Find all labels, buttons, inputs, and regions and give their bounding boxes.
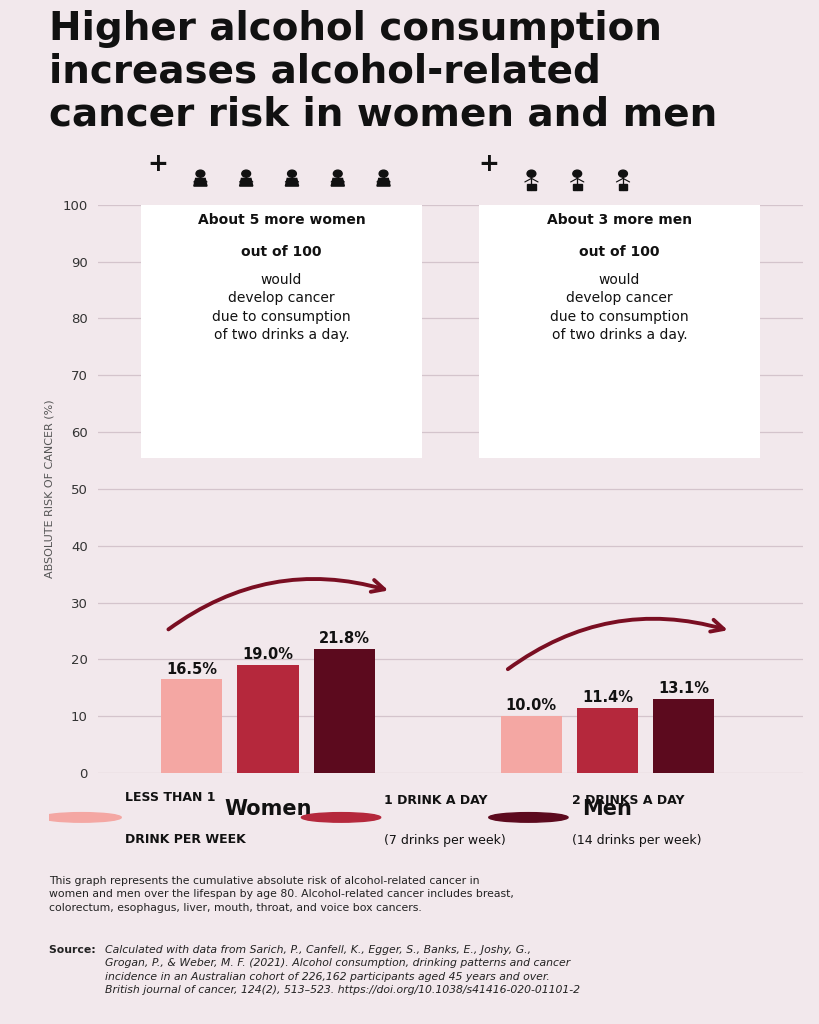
- Circle shape: [287, 170, 296, 177]
- Polygon shape: [285, 178, 299, 186]
- Text: would
develop cancer
due to consumption
of two drinks a day.: would develop cancer due to consumption …: [550, 273, 689, 342]
- Polygon shape: [618, 184, 623, 189]
- Text: 21.8%: 21.8%: [319, 632, 370, 646]
- Text: out of 100: out of 100: [579, 245, 660, 259]
- Bar: [654, 698, 714, 773]
- Circle shape: [333, 170, 342, 177]
- Circle shape: [572, 170, 581, 177]
- Polygon shape: [377, 178, 390, 186]
- Text: 13.1%: 13.1%: [658, 681, 709, 696]
- Polygon shape: [331, 178, 344, 186]
- Polygon shape: [532, 184, 536, 189]
- Bar: [500, 717, 562, 773]
- Circle shape: [527, 170, 536, 177]
- FancyBboxPatch shape: [141, 205, 423, 458]
- Text: 11.4%: 11.4%: [582, 690, 633, 706]
- Text: Women: Women: [224, 799, 312, 819]
- Y-axis label: ABSOLUTE RISK OF CANCER (%): ABSOLUTE RISK OF CANCER (%): [44, 399, 54, 579]
- Text: (7 drinks per week): (7 drinks per week): [384, 835, 506, 848]
- Text: This graph represents the cumulative absolute risk of alcohol-related cancer in
: This graph represents the cumulative abs…: [49, 876, 514, 912]
- Circle shape: [301, 813, 381, 822]
- Text: DRINK PER WEEK: DRINK PER WEEK: [124, 833, 246, 846]
- Text: Source:: Source:: [49, 944, 100, 954]
- Polygon shape: [623, 184, 627, 189]
- Circle shape: [196, 170, 205, 177]
- Text: About 3 more men: About 3 more men: [547, 213, 692, 227]
- Polygon shape: [577, 184, 581, 189]
- Text: +: +: [479, 153, 500, 176]
- Circle shape: [42, 813, 121, 822]
- Text: 16.5%: 16.5%: [166, 662, 217, 677]
- Text: About 5 more women: About 5 more women: [197, 213, 365, 227]
- Text: +: +: [147, 153, 169, 176]
- Text: would
develop cancer
due to consumption
of two drinks a day.: would develop cancer due to consumption …: [212, 273, 351, 342]
- Circle shape: [379, 170, 388, 177]
- Text: 1 DRINK A DAY: 1 DRINK A DAY: [384, 794, 488, 807]
- Text: out of 100: out of 100: [241, 245, 322, 259]
- Text: 2 DRINKS A DAY: 2 DRINKS A DAY: [572, 794, 684, 807]
- Bar: [238, 666, 299, 773]
- Circle shape: [242, 170, 251, 177]
- FancyBboxPatch shape: [478, 205, 760, 458]
- Circle shape: [618, 170, 627, 177]
- Text: LESS THAN 1: LESS THAN 1: [124, 791, 215, 804]
- Bar: [161, 679, 222, 773]
- Circle shape: [489, 813, 568, 822]
- Bar: [314, 649, 375, 773]
- Polygon shape: [527, 184, 532, 189]
- Bar: [577, 709, 638, 773]
- Polygon shape: [240, 178, 253, 186]
- Text: 19.0%: 19.0%: [242, 647, 293, 663]
- Polygon shape: [572, 184, 577, 189]
- Text: Higher alcohol consumption
increases alcohol-related
cancer risk in women and me: Higher alcohol consumption increases alc…: [49, 10, 717, 133]
- Text: (14 drinks per week): (14 drinks per week): [572, 835, 701, 848]
- Text: 10.0%: 10.0%: [505, 698, 557, 714]
- Polygon shape: [194, 178, 207, 186]
- Text: Men: Men: [582, 799, 632, 819]
- Text: Calculated with data from Sarich, P., Canfell, K., Egger, S., Banks, E., Joshy, : Calculated with data from Sarich, P., Ca…: [105, 944, 580, 995]
